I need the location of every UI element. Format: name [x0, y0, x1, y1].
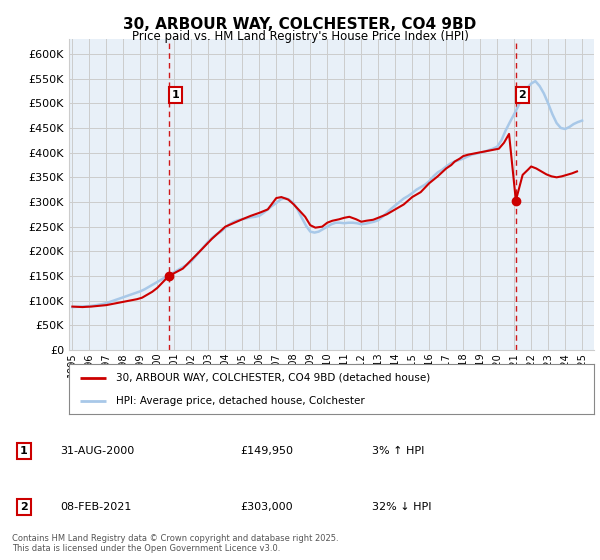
Text: £303,000: £303,000 [240, 502, 293, 512]
Text: £149,950: £149,950 [240, 446, 293, 456]
Text: 32% ↓ HPI: 32% ↓ HPI [372, 502, 431, 512]
Text: Contains HM Land Registry data © Crown copyright and database right 2025.
This d: Contains HM Land Registry data © Crown c… [12, 534, 338, 553]
Text: 1: 1 [20, 446, 28, 456]
Text: 2: 2 [20, 502, 28, 512]
Text: 3% ↑ HPI: 3% ↑ HPI [372, 446, 424, 456]
Text: 08-FEB-2021: 08-FEB-2021 [60, 502, 131, 512]
Text: HPI: Average price, detached house, Colchester: HPI: Average price, detached house, Colc… [116, 396, 365, 406]
Text: 2: 2 [518, 90, 526, 100]
Text: 30, ARBOUR WAY, COLCHESTER, CO4 9BD: 30, ARBOUR WAY, COLCHESTER, CO4 9BD [124, 17, 476, 32]
Text: 30, ARBOUR WAY, COLCHESTER, CO4 9BD (detached house): 30, ARBOUR WAY, COLCHESTER, CO4 9BD (det… [116, 372, 431, 382]
Text: 31-AUG-2000: 31-AUG-2000 [60, 446, 134, 456]
Text: 1: 1 [171, 90, 179, 100]
Text: Price paid vs. HM Land Registry's House Price Index (HPI): Price paid vs. HM Land Registry's House … [131, 30, 469, 43]
